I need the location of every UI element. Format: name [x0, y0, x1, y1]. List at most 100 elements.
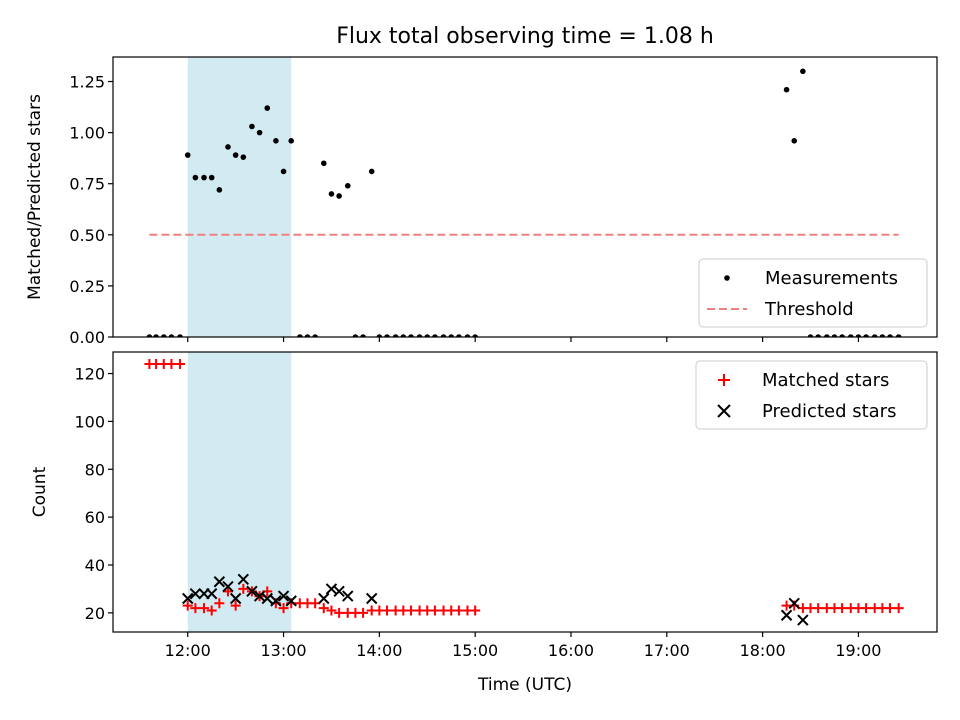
top-measurements-point — [320, 160, 327, 167]
bottom-predicted-stars-point — [270, 595, 282, 607]
bottom-predicted-stars-point — [189, 588, 202, 600]
top-legend-box — [698, 258, 928, 328]
bottom-matched-stars-point — [214, 598, 225, 609]
top-measurements-point — [783, 86, 790, 93]
top-measurements-point — [887, 334, 893, 337]
top-legend-threshold-label: Threshold — [764, 299, 854, 320]
bottom-y-tick-label: 60 — [85, 508, 105, 527]
top-measurements-point — [895, 334, 902, 337]
top-legend-measurements-marker — [724, 275, 730, 281]
bottom-predicted-stars-point — [285, 595, 297, 607]
top-measurements-point — [432, 334, 438, 337]
top-measurements-point — [368, 168, 375, 175]
bottom-shaded-region — [187, 352, 292, 632]
top-measurements-point — [304, 334, 311, 337]
top-measurements-point — [240, 154, 247, 160]
bottom-matched-stars-point — [318, 603, 329, 614]
top-measurements-point — [273, 137, 279, 144]
bottom-predicted-stars-point — [261, 592, 273, 605]
bottom-matched-stars-point — [230, 600, 241, 611]
bottom-x-tick-label: 14:00 — [356, 641, 402, 660]
top-measurements-point — [153, 334, 159, 337]
top-measurements-point — [360, 334, 366, 337]
top-measurements-point — [855, 334, 862, 337]
top-y-axis-label: Matched/Predicted stars — [25, 94, 45, 300]
top-measurements-point — [280, 168, 287, 175]
top-axes-frame — [112, 56, 938, 338]
top-measurements-point — [871, 334, 878, 337]
top-measurements-point — [256, 129, 263, 136]
top-measurements-point — [192, 174, 199, 181]
top-measurements-point — [177, 334, 183, 337]
top-measurements-point — [232, 152, 239, 158]
bottom-predicted-stars-point — [333, 585, 345, 598]
bottom-x-tick-label: 17:00 — [644, 641, 690, 660]
x-axis-label: Time (UTC) — [477, 675, 572, 695]
top-legend-measurements-label: Measurements — [765, 268, 898, 289]
bottom-matched-stars-point — [429, 605, 440, 616]
bottom-matched-stars-point — [190, 603, 201, 614]
top-measurements-point — [400, 334, 407, 337]
top-measurements-point — [839, 334, 845, 337]
top-measurements-point — [456, 334, 462, 337]
bottom-matched-stars-point — [405, 605, 416, 616]
top-measurements-point — [264, 105, 271, 111]
bottom-y-tick-label: 20 — [85, 604, 105, 623]
bottom-matched-stars-point — [310, 598, 321, 609]
top-measurements-point — [160, 334, 167, 337]
bottom-predicted-stars-point — [229, 592, 242, 605]
bottom-predicted-stars-point — [277, 590, 290, 602]
top-measurements-point — [328, 191, 335, 197]
bottom-x-tick-label: 18:00 — [740, 641, 786, 660]
bottom-matched-stars-point — [222, 586, 233, 597]
bottom-matched-stars-point — [238, 583, 249, 594]
bottom-y-tick-label: 40 — [85, 556, 105, 575]
bottom-predicted-stars-point — [365, 592, 378, 605]
bottom-legend-matched-stars-marker — [718, 374, 730, 386]
top-measurements-point — [225, 144, 231, 150]
bottom-predicted-stars-point — [318, 592, 330, 605]
bottom-predicted-stars-point — [182, 592, 194, 605]
bottom-matched-stars-point — [326, 605, 337, 616]
bottom-y-axis-label: Count — [30, 466, 50, 517]
bottom-predicted-stars-point — [342, 590, 354, 602]
bottom-x-tick-label: 19:00 — [835, 641, 881, 660]
top-measurements-point — [352, 334, 359, 337]
bottom-predicted-stars-point — [213, 576, 226, 588]
top-measurements-point — [201, 174, 207, 181]
bottom-matched-stars-point — [278, 603, 289, 614]
top-measurements-point — [472, 334, 478, 337]
top-measurements-point — [312, 334, 318, 337]
top-measurements-point — [800, 68, 806, 75]
bottom-predicted-stars-point — [325, 583, 338, 595]
bottom-matched-stars-point — [837, 603, 848, 614]
bottom-predicted-stars-point — [253, 590, 266, 602]
bottom-matched-stars-point — [182, 600, 193, 611]
top-measurements-point — [336, 193, 342, 199]
bottom-predicted-stars-point — [237, 573, 250, 586]
bottom-x-tick-label: 13:00 — [260, 641, 306, 660]
top-measurements-point — [408, 334, 414, 337]
bottom-matched-stars-point — [893, 603, 904, 614]
top-measurements-point — [831, 334, 838, 337]
bottom-predicted-stars-point — [788, 597, 800, 609]
bottom-matched-stars-point — [453, 605, 464, 616]
top-measurements-point — [297, 334, 303, 337]
bottom-y-tick-label: 120 — [74, 365, 105, 384]
bottom-legend-matched-stars-label: Matched stars — [762, 370, 889, 391]
top-measurements-point — [392, 334, 399, 337]
top-measurements-point — [847, 334, 854, 337]
bottom-predicted-stars-point — [246, 585, 258, 598]
bottom-matched-stars-point — [861, 603, 872, 614]
bottom-matched-stars-point — [470, 605, 481, 616]
bottom-matched-stars-point — [885, 603, 896, 614]
top-measurements-point — [184, 152, 191, 158]
bottom-plot-area — [144, 352, 904, 632]
top-measurements-point — [384, 334, 390, 337]
bottom-predicted-stars-point — [205, 588, 218, 600]
top-measurements-point — [464, 334, 471, 337]
bottom-matched-stars-point — [358, 607, 369, 618]
top-plot-area — [146, 57, 902, 337]
